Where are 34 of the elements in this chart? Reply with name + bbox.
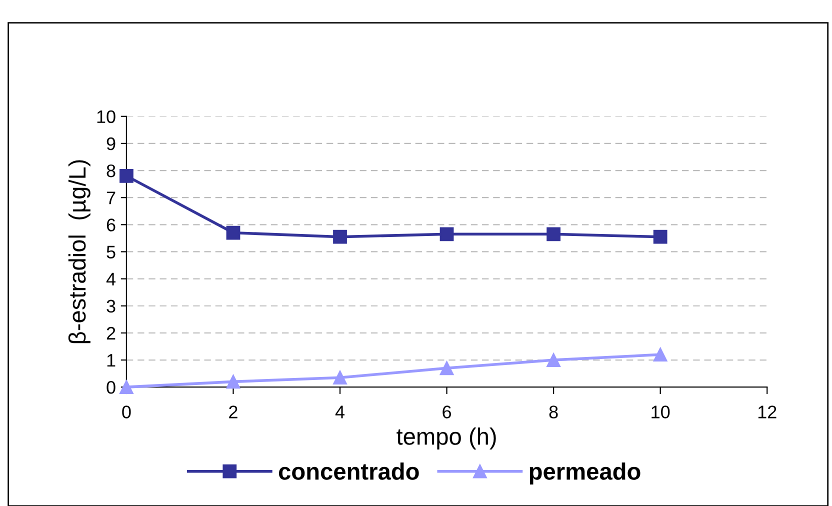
y-tick-label: 5 [106, 246, 116, 258]
y-tick-label: 0 [106, 381, 116, 394]
y-tick-label: 4 [106, 272, 116, 286]
y-tick-label: 2 [106, 326, 116, 340]
point [440, 227, 454, 242]
x-tick-label: 0 [122, 406, 131, 418]
point [120, 168, 134, 183]
y-tick-label: 3 [106, 300, 116, 313]
x-tick-label: 12 [758, 406, 776, 418]
legend-label: concentrado [278, 462, 419, 480]
point [226, 226, 240, 240]
legend-label: permeado [530, 462, 640, 484]
y-tick-label: 10 [97, 110, 116, 124]
x-axis-title: tempo (h) [396, 428, 496, 450]
point [333, 370, 347, 385]
y-tick-label: 1 [107, 354, 116, 367]
x-tick-label: 4 [335, 406, 345, 418]
point [546, 353, 560, 367]
y-tick-label: 6 [106, 218, 116, 232]
x-tick-label: 8 [549, 406, 558, 418]
x-tick-label: 10 [652, 406, 670, 418]
point [440, 361, 454, 376]
point [653, 348, 668, 362]
x-tick-label: 2 [229, 406, 238, 418]
x-tick-label: 6 [442, 406, 452, 418]
point [546, 227, 560, 242]
point [226, 374, 240, 389]
y-tick-label: 9 [106, 137, 116, 150]
point [120, 380, 134, 394]
y-tick-label: 8 [106, 164, 116, 178]
y-tick-label: 7 [106, 192, 116, 204]
y-axis-title: β-estradiol (µg/L) [68, 160, 90, 344]
point [653, 230, 668, 244]
point [333, 230, 347, 244]
